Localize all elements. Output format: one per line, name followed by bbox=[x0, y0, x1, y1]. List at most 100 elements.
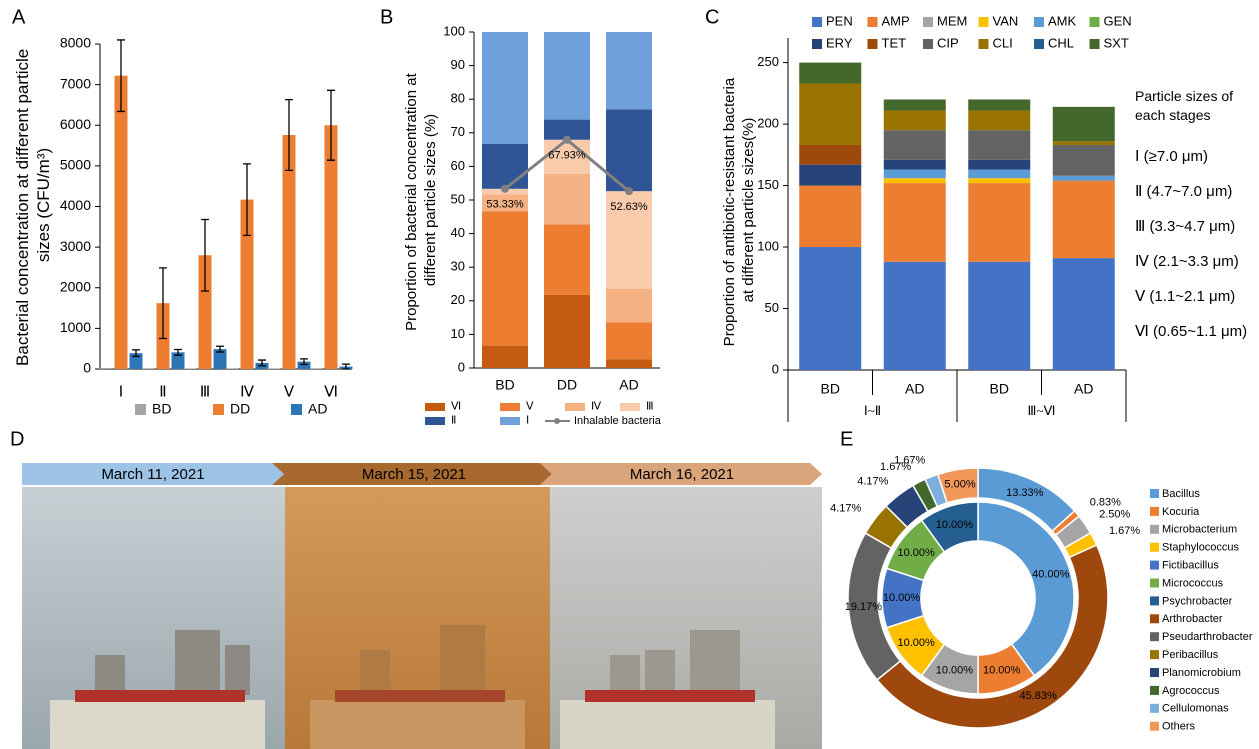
bar-segment bbox=[606, 359, 652, 368]
bar-segment bbox=[482, 211, 528, 345]
page: {"chart_data":[ {"panel":"A","type":"bar… bbox=[0, 0, 1259, 749]
bar-segment bbox=[968, 178, 1030, 183]
legend-swatch bbox=[812, 17, 822, 27]
bar-segment bbox=[606, 322, 652, 359]
y-tick-label: 30 bbox=[451, 259, 465, 274]
data-label: 4.17% bbox=[857, 475, 888, 487]
legend-label: DD bbox=[230, 401, 250, 417]
bar-segment bbox=[884, 160, 946, 170]
data-label: 10.00% bbox=[936, 665, 974, 677]
y-tick-label: 8000 bbox=[60, 35, 91, 51]
y-tick-label: 0 bbox=[458, 359, 465, 374]
legend-label: TET bbox=[882, 35, 907, 50]
y-tick-label: 3000 bbox=[60, 238, 91, 254]
legend-label: Fictibacillus bbox=[1162, 560, 1219, 572]
date-label: March 11, 2021 bbox=[101, 466, 204, 483]
x-tick-label: Ⅳ bbox=[240, 384, 254, 400]
y-tick-label: 90 bbox=[451, 57, 465, 72]
bar-segment bbox=[482, 32, 528, 144]
bar-segment bbox=[884, 262, 946, 370]
legend-swatch bbox=[620, 403, 640, 411]
bar-segment bbox=[884, 111, 946, 131]
y-tick-label: 100 bbox=[443, 23, 465, 38]
x-tick-label: BD bbox=[495, 377, 514, 393]
legend-swatch bbox=[1150, 489, 1159, 498]
legend-label: CHL bbox=[1048, 35, 1074, 50]
legend-swatch bbox=[812, 39, 822, 49]
note-item: Ⅵ (0.65~1.1 μm) bbox=[1135, 323, 1247, 340]
x-tick-label: Ⅱ bbox=[159, 384, 166, 400]
bar bbox=[115, 76, 128, 369]
y-tick-label: 50 bbox=[765, 300, 779, 315]
bar-segment bbox=[544, 224, 590, 295]
legend-label: Psychrobacter bbox=[1162, 595, 1233, 607]
data-label: 53.33% bbox=[486, 199, 524, 211]
legend-label: Micrococcus bbox=[1162, 577, 1224, 589]
bar-segment bbox=[799, 186, 861, 247]
x-tick-label: Ⅴ bbox=[284, 384, 295, 400]
legend-label: AD bbox=[308, 401, 327, 417]
legend-swatch bbox=[923, 39, 933, 49]
legend-swatch bbox=[1150, 525, 1159, 534]
legend-label: PEN bbox=[826, 13, 853, 28]
x-tick-label: Ⅵ bbox=[324, 384, 338, 400]
legend-label: Cellulomonas bbox=[1162, 703, 1229, 715]
x-tick-label: AD bbox=[1074, 381, 1093, 397]
photo-strip: March 11, 2021 March 15, 2021 March 16, … bbox=[10, 428, 822, 749]
data-label: 10.00% bbox=[983, 665, 1021, 677]
legend-marker bbox=[554, 418, 560, 424]
legend-label: AMK bbox=[1048, 13, 1077, 28]
y-tick-label: 70 bbox=[451, 124, 465, 139]
data-label: 10.00% bbox=[883, 592, 921, 604]
x-tick-label: AD bbox=[905, 381, 924, 397]
bar-segment bbox=[799, 83, 861, 144]
legend-swatch bbox=[1150, 668, 1159, 677]
bar-segment bbox=[884, 130, 946, 160]
x-tick-label: BD bbox=[821, 381, 840, 397]
legend-label: ERY bbox=[826, 35, 853, 50]
legend-label: BD bbox=[152, 401, 171, 417]
bar-segment bbox=[799, 145, 861, 165]
line-point bbox=[625, 187, 633, 195]
y-tick-label: 60 bbox=[451, 158, 465, 173]
legend-swatch bbox=[1150, 632, 1159, 641]
panel-letter: C bbox=[705, 6, 719, 28]
legend-label: Planomicrobium bbox=[1162, 667, 1241, 679]
bar-segment bbox=[968, 160, 1030, 170]
legend-swatch bbox=[1150, 543, 1159, 552]
bar-segment bbox=[606, 32, 652, 109]
legend-swatch bbox=[291, 404, 302, 415]
bar-segment bbox=[884, 178, 946, 183]
legend-swatch bbox=[1150, 579, 1159, 588]
data-label: 4.17% bbox=[830, 502, 861, 514]
bar-segment bbox=[799, 165, 861, 186]
legend-swatch bbox=[1150, 561, 1159, 570]
data-label: 10.00% bbox=[897, 547, 935, 559]
y-axis-label: Proportion of bacterial concentration at… bbox=[403, 69, 439, 331]
legend-swatch bbox=[923, 17, 933, 27]
bar-segment bbox=[968, 183, 1030, 262]
legend-swatch bbox=[425, 417, 445, 425]
bar-segment bbox=[884, 99, 946, 110]
date-label: March 15, 2021 bbox=[362, 466, 466, 483]
legend-label: Ⅵ bbox=[451, 401, 461, 413]
bar-segment bbox=[1053, 181, 1115, 258]
line-point bbox=[501, 185, 509, 193]
data-label: 45.83% bbox=[1019, 690, 1057, 702]
legend-swatch bbox=[868, 39, 878, 49]
legend-label: MEM bbox=[937, 13, 967, 28]
y-tick-label: 4000 bbox=[60, 197, 91, 213]
legend-swatch bbox=[500, 417, 520, 425]
y-tick-label: 5000 bbox=[60, 157, 91, 173]
bar-segment bbox=[606, 289, 652, 323]
legend-swatch bbox=[868, 17, 878, 27]
bar-segment bbox=[544, 295, 590, 368]
data-label: 19.17% bbox=[845, 601, 883, 613]
line-point bbox=[563, 136, 571, 144]
legend-label: Agrococcus bbox=[1162, 685, 1220, 697]
panel-letter: E bbox=[840, 428, 853, 450]
y-tick-label: 250 bbox=[757, 54, 779, 69]
x-tick-label: BD bbox=[990, 381, 1009, 397]
y-tick-label: 80 bbox=[451, 91, 465, 106]
legend-label: Ⅱ bbox=[451, 415, 456, 427]
